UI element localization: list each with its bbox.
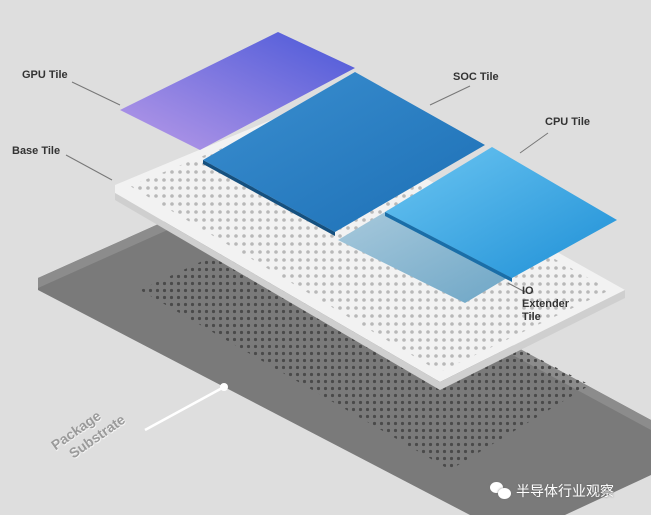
package-leader-line [144,385,225,432]
watermark: 半导体行业观察 [490,481,614,501]
gpu-tile-label: GPU Tile [22,69,68,81]
package-leader-dot [220,383,228,391]
io-label-line: Extender [522,298,570,310]
gpu-tile [120,32,355,150]
cpu-tile [385,147,617,282]
package-substrate [38,192,651,515]
wechat-icon [490,482,512,500]
soc-tile [203,72,485,236]
cpu-tile-label: CPU Tile [545,116,591,128]
io-label-line: Tile [522,311,541,323]
base-tile-label: Base Tile [12,145,61,157]
io-label-line: IO [522,285,534,297]
io-extender-tile [338,212,512,303]
leader-lines [65,81,549,293]
soc-tile-label: SOC Tile [453,71,499,83]
io-extender-tile-label: IO Extender Tile [522,285,569,324]
watermark-text: 半导体行业观察 [516,483,614,499]
